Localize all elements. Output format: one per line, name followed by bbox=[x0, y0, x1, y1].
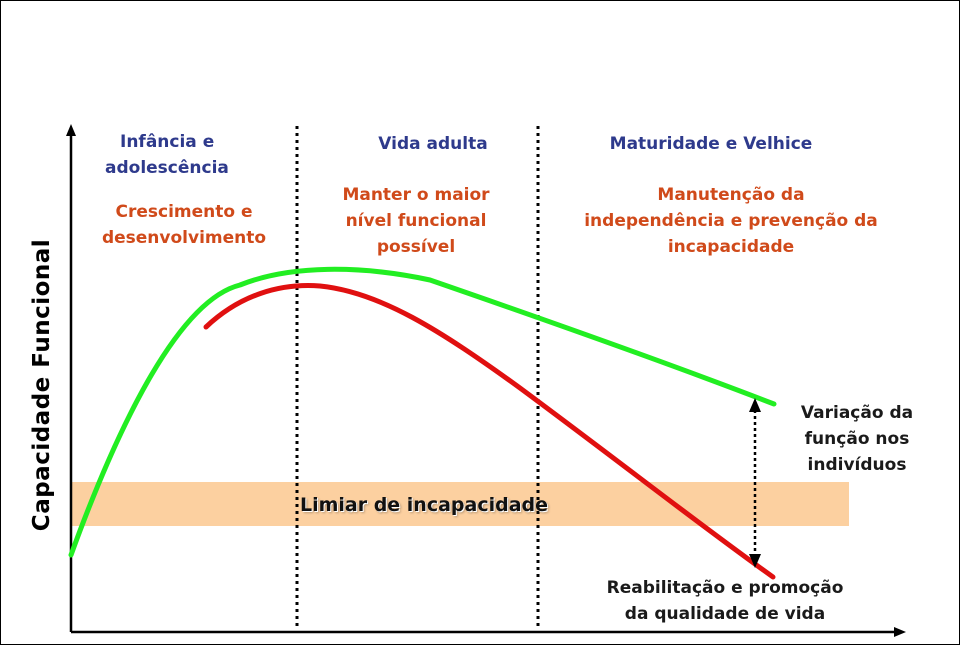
variation-arrow-bottom-head bbox=[749, 554, 761, 568]
x-axis-arrow bbox=[894, 627, 906, 637]
stage-childhood-label: Infância e adolescência bbox=[105, 132, 229, 178]
variation-note: Variação da função nos indivíduos bbox=[800, 403, 914, 475]
declining-function-curve bbox=[203, 283, 776, 580]
stage-old-age-label: Maturidade e Velhice bbox=[609, 134, 813, 154]
healthy-function-curve bbox=[68, 266, 777, 558]
stage-adult-label: Vida adulta bbox=[378, 134, 488, 154]
goal-old-age-label: Manutenção da independência e prevenção … bbox=[584, 185, 878, 257]
goal-childhood-label: Crescimento e desenvolvimento bbox=[101, 202, 267, 248]
goal-adult-label: Manter o maior nível funcional possível bbox=[342, 185, 490, 257]
y-axis-label: Capacidade Funcional bbox=[29, 238, 55, 532]
disability-threshold-band bbox=[71, 482, 849, 526]
threshold-label: Limiar de incapacidade bbox=[299, 494, 549, 516]
rehab-note: Reabilitação e promoção da qualidade de … bbox=[606, 578, 844, 624]
y-axis-arrow bbox=[66, 124, 76, 136]
variation-arrow-top-head bbox=[749, 398, 761, 412]
